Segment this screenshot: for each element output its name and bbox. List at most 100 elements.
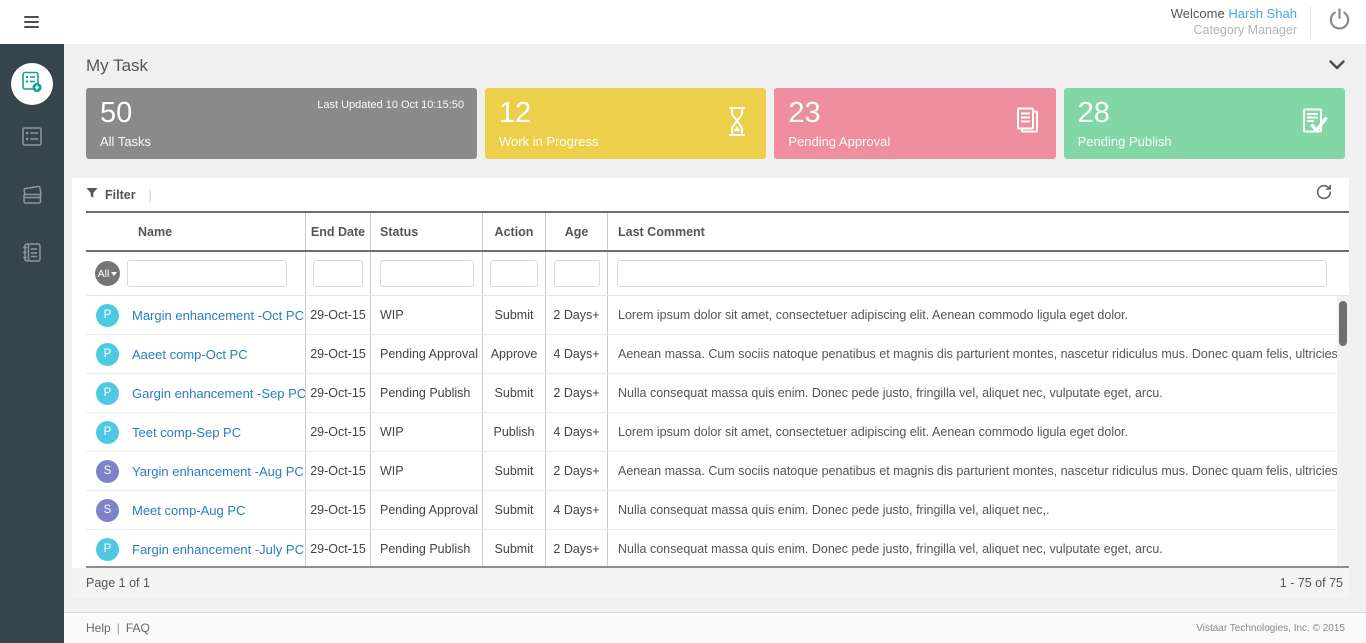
publish-check-icon bbox=[1298, 104, 1332, 143]
end-date-cell: 29-Oct-15 bbox=[306, 452, 371, 490]
logout-button[interactable] bbox=[1324, 7, 1354, 37]
table-filter-row: All bbox=[86, 252, 1349, 296]
sidebar-item-notebook[interactable] bbox=[21, 242, 43, 268]
refresh-button[interactable] bbox=[1315, 183, 1333, 206]
name-cell: P Fargin enhancement -July PC bbox=[86, 530, 306, 566]
name-filter-input[interactable] bbox=[127, 260, 287, 287]
action-filter-input[interactable] bbox=[490, 260, 538, 287]
name-cell: P Gargin enhancement -Sep PC bbox=[86, 374, 306, 412]
page-title: My Task bbox=[86, 56, 149, 75]
hourglass-icon bbox=[721, 104, 753, 143]
pending-approval-label: Pending Approval bbox=[788, 134, 891, 150]
comment-cell: Lorem ipsum dolor sit amet, consectetuer… bbox=[618, 308, 1129, 322]
name-cell: P Aaeet comp-Oct PC bbox=[86, 335, 306, 373]
avatar: P bbox=[96, 342, 119, 366]
action-cell[interactable]: Approve bbox=[483, 335, 546, 373]
name-cell: P Margin enhancement -Oct PC bbox=[86, 296, 306, 334]
table-scrollbar[interactable] bbox=[1337, 296, 1349, 566]
name-cell: S Yargin enhancement -Aug PC bbox=[86, 452, 306, 490]
column-header-action[interactable]: Action bbox=[483, 213, 546, 250]
age-cell: 4 Days+ bbox=[546, 335, 608, 373]
sidebar-item-task-list[interactable] bbox=[21, 126, 43, 152]
wip-count: 12 bbox=[499, 97, 532, 129]
table-row: P Teet comp-Sep PC 29-Oct-15 WIP Publish… bbox=[86, 413, 1337, 452]
table-header-row: Name End Date Status Action Age Last Com… bbox=[86, 213, 1349, 252]
all-tasks-label: All Tasks bbox=[100, 134, 152, 150]
action-cell[interactable]: Submit bbox=[483, 374, 546, 412]
pending-publish-label: Pending Publish bbox=[1077, 134, 1172, 150]
status-cell: Pending Publish bbox=[371, 374, 483, 412]
wip-label: Work in Progress bbox=[499, 134, 599, 150]
range-indicator: 1 - 75 of 75 bbox=[1279, 576, 1343, 590]
collapse-section-button[interactable] bbox=[1329, 57, 1345, 75]
avatar: P bbox=[96, 381, 119, 405]
filter-bar: Filter | bbox=[72, 178, 1349, 211]
user-block: Welcome Harsh Shah Category Manager bbox=[1171, 5, 1297, 39]
avatar: P bbox=[96, 537, 119, 561]
hamburger-menu-icon[interactable] bbox=[24, 13, 39, 31]
table-row: S Yargin enhancement -Aug PC 29-Oct-15 W… bbox=[86, 452, 1337, 491]
status-cell: WIP bbox=[371, 413, 483, 451]
filter-cell-comment bbox=[608, 252, 1349, 295]
filter-label[interactable]: Filter bbox=[105, 187, 136, 202]
help-link[interactable]: Help bbox=[86, 621, 111, 635]
comment-cell: Nulla consequat massa quis enim. Donec p… bbox=[618, 386, 1163, 400]
task-name-link[interactable]: Gargin enhancement -Sep PC bbox=[132, 385, 306, 401]
action-cell[interactable]: Submit bbox=[483, 296, 546, 334]
footer-separator: | bbox=[116, 621, 120, 635]
comment-filter-input[interactable] bbox=[617, 260, 1327, 287]
comment-cell: Aenean massa. Cum sociis natoque penatib… bbox=[618, 464, 1337, 478]
status-cell: Pending Approval bbox=[371, 491, 483, 529]
task-name-link[interactable]: Teet comp-Sep PC bbox=[132, 424, 242, 440]
filter-cell-end-date bbox=[306, 252, 371, 295]
filter-funnel-icon[interactable] bbox=[86, 186, 98, 204]
column-header-end-date[interactable]: End Date bbox=[306, 213, 371, 250]
action-cell[interactable]: Publish bbox=[483, 413, 546, 451]
end-date-filter-input[interactable] bbox=[313, 260, 363, 287]
card-work-in-progress[interactable]: 12 Work in Progress bbox=[485, 88, 767, 159]
task-name-link[interactable]: Meet comp-Aug PC bbox=[132, 502, 246, 518]
task-name-link[interactable]: Yargin enhancement -Aug PC bbox=[132, 463, 304, 479]
footer: Help | FAQ Vistaar Technologies, Inc. © … bbox=[64, 612, 1366, 643]
sidebar-item-my-tasks[interactable] bbox=[11, 63, 53, 105]
task-name-link[interactable]: Margin enhancement -Oct PC bbox=[132, 307, 304, 323]
column-header-status[interactable]: Status bbox=[371, 213, 483, 250]
end-date-cell: 29-Oct-15 bbox=[306, 530, 371, 566]
table-row: P Fargin enhancement -July PC 29-Oct-15 … bbox=[86, 530, 1337, 566]
all-filter-dropdown[interactable]: All bbox=[95, 261, 120, 286]
column-header-name[interactable]: Name bbox=[86, 213, 306, 250]
stat-cards: Last Updated 10 Oct 10:15:50 50 All Task… bbox=[86, 88, 1345, 159]
refresh-icon bbox=[1315, 183, 1333, 206]
action-cell[interactable]: Submit bbox=[483, 491, 546, 529]
avatar: P bbox=[96, 420, 119, 444]
age-filter-input[interactable] bbox=[553, 260, 600, 287]
table-row: P Gargin enhancement -Sep PC 29-Oct-15 P… bbox=[86, 374, 1337, 413]
column-header-age[interactable]: Age bbox=[546, 213, 608, 250]
comment-cell: Nulla consequat massa quis enim. Donec p… bbox=[618, 503, 1050, 517]
action-cell[interactable]: Submit bbox=[483, 452, 546, 490]
end-date-cell: 29-Oct-15 bbox=[306, 491, 371, 529]
card-all-tasks[interactable]: Last Updated 10 Oct 10:15:50 50 All Task… bbox=[86, 88, 477, 159]
welcome-text: Welcome Harsh Shah bbox=[1171, 5, 1297, 23]
scrollbar-thumb[interactable] bbox=[1339, 301, 1347, 346]
task-name-link[interactable]: Aaeet comp-Oct PC bbox=[132, 346, 248, 362]
action-cell[interactable]: Submit bbox=[483, 530, 546, 566]
faq-link[interactable]: FAQ bbox=[125, 621, 150, 635]
topbar: Welcome Harsh Shah Category Manager bbox=[0, 0, 1366, 44]
notebook-icon bbox=[21, 242, 43, 268]
page-head: My Task bbox=[64, 44, 1366, 88]
user-role: Category Manager bbox=[1193, 23, 1297, 38]
status-cell: WIP bbox=[371, 452, 483, 490]
table-body: P Margin enhancement -Oct PC 29-Oct-15 W… bbox=[86, 296, 1349, 566]
column-header-last-comment[interactable]: Last Comment bbox=[618, 224, 705, 239]
end-date-cell: 29-Oct-15 bbox=[306, 374, 371, 412]
sidebar-item-cards[interactable] bbox=[20, 185, 44, 211]
card-pending-publish[interactable]: 28 Pending Publish bbox=[1063, 88, 1345, 159]
pending-publish-count: 28 bbox=[1077, 97, 1110, 129]
task-table: Name End Date Status Action Age Last Com… bbox=[86, 211, 1349, 568]
user-name-link[interactable]: Harsh Shah bbox=[1228, 5, 1297, 21]
name-cell: P Teet comp-Sep PC bbox=[86, 413, 306, 451]
status-filter-input[interactable] bbox=[380, 260, 474, 287]
task-name-link[interactable]: Fargin enhancement -July PC bbox=[132, 541, 304, 557]
card-pending-approval[interactable]: 23 Pending Approval bbox=[774, 88, 1056, 159]
